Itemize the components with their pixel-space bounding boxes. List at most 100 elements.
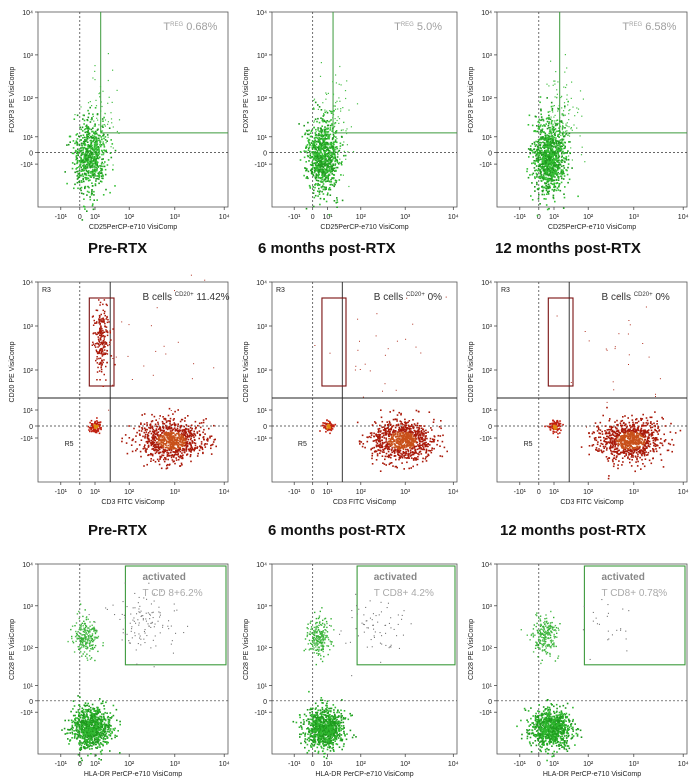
event-dot [559, 131, 561, 133]
event-dot [320, 156, 323, 159]
event-dot [580, 154, 583, 156]
event-dot [394, 451, 396, 453]
event-dot [392, 436, 394, 439]
event-dot [94, 168, 96, 170]
event-dot [417, 458, 419, 461]
event-dot [176, 443, 178, 446]
event-dot [418, 440, 421, 443]
event-dot [562, 135, 565, 138]
event-dot [324, 111, 326, 114]
event-dot [189, 450, 192, 453]
event-dot [579, 90, 582, 92]
event-dot [337, 161, 339, 164]
event-dot [541, 130, 544, 133]
event-dot [103, 149, 105, 151]
event-dot [327, 152, 329, 154]
event-dot [325, 138, 328, 140]
event-dot [104, 341, 107, 343]
event-dot [82, 170, 84, 172]
event-dot [169, 433, 171, 436]
event-dot [81, 181, 83, 183]
event-dot [103, 116, 105, 119]
event-dot [102, 126, 104, 128]
event-dot [414, 438, 417, 441]
treg-label-sup: REG [629, 22, 642, 28]
event-dot [395, 446, 398, 448]
event-dot [552, 84, 554, 86]
event-dot [93, 425, 96, 428]
event-dot [108, 321, 110, 323]
event-dot [96, 333, 98, 335]
event-dot [568, 132, 571, 135]
event-dot [560, 175, 562, 178]
event-dot [89, 176, 92, 178]
event-dot [328, 188, 330, 190]
event-dot [401, 434, 403, 437]
event-dot [537, 155, 540, 157]
event-dot [155, 430, 158, 432]
event-dot [555, 122, 557, 125]
event-dot [169, 420, 171, 422]
event-dot [551, 151, 554, 154]
event-dot [100, 165, 102, 167]
event-dot [87, 179, 90, 182]
event-dot [86, 190, 89, 193]
event-dot [188, 434, 191, 437]
event-dot [180, 424, 183, 427]
event-dot [155, 451, 158, 453]
event-dot [167, 453, 170, 455]
event-dot [193, 432, 195, 435]
event-dot [152, 448, 155, 450]
event-dot [539, 125, 541, 128]
event-dot [564, 114, 566, 116]
event-dot [346, 144, 348, 146]
event-dot [112, 168, 114, 171]
event-dot [202, 419, 205, 421]
event-dot [91, 174, 93, 177]
event-dot [151, 441, 153, 444]
event-dot [121, 440, 123, 443]
event-dot [534, 160, 537, 162]
event-dot [202, 451, 204, 454]
event-dot [535, 144, 538, 146]
event-dot [316, 120, 318, 123]
event-dot [78, 150, 80, 152]
event-dot [328, 214, 331, 216]
event-dot [319, 150, 321, 152]
event-dot [106, 334, 109, 337]
event-dot [103, 163, 105, 165]
event-dot [567, 181, 569, 184]
event-dot [105, 149, 107, 151]
event-dot [90, 172, 92, 174]
event-dot [564, 145, 566, 148]
event-dot [100, 171, 103, 174]
event-dot [548, 127, 550, 129]
event-dot [322, 171, 324, 173]
event-dot [561, 140, 563, 142]
event-dot [538, 138, 541, 141]
event-dot [95, 147, 98, 150]
event-dot [324, 109, 326, 111]
event-dot [398, 430, 400, 433]
event-dot [553, 134, 556, 136]
event-dot [394, 418, 397, 420]
event-dot [92, 343, 95, 345]
x-tick-label: 0 [78, 214, 82, 221]
event-dot [429, 437, 432, 440]
event-dot [549, 138, 552, 141]
event-dot [321, 125, 323, 127]
event-dot [325, 423, 327, 426]
event-dot [329, 142, 332, 144]
event-dot [99, 327, 101, 330]
event-dot [333, 425, 335, 428]
event-dot [194, 442, 197, 445]
event-dot [97, 146, 100, 148]
event-dot [101, 333, 103, 336]
event-dot [327, 149, 330, 152]
event-dot [93, 165, 96, 167]
event-dot [82, 178, 84, 181]
event-dot [92, 341, 94, 344]
event-dot [323, 198, 325, 200]
event-dot [556, 144, 558, 147]
event-dot [327, 92, 329, 94]
